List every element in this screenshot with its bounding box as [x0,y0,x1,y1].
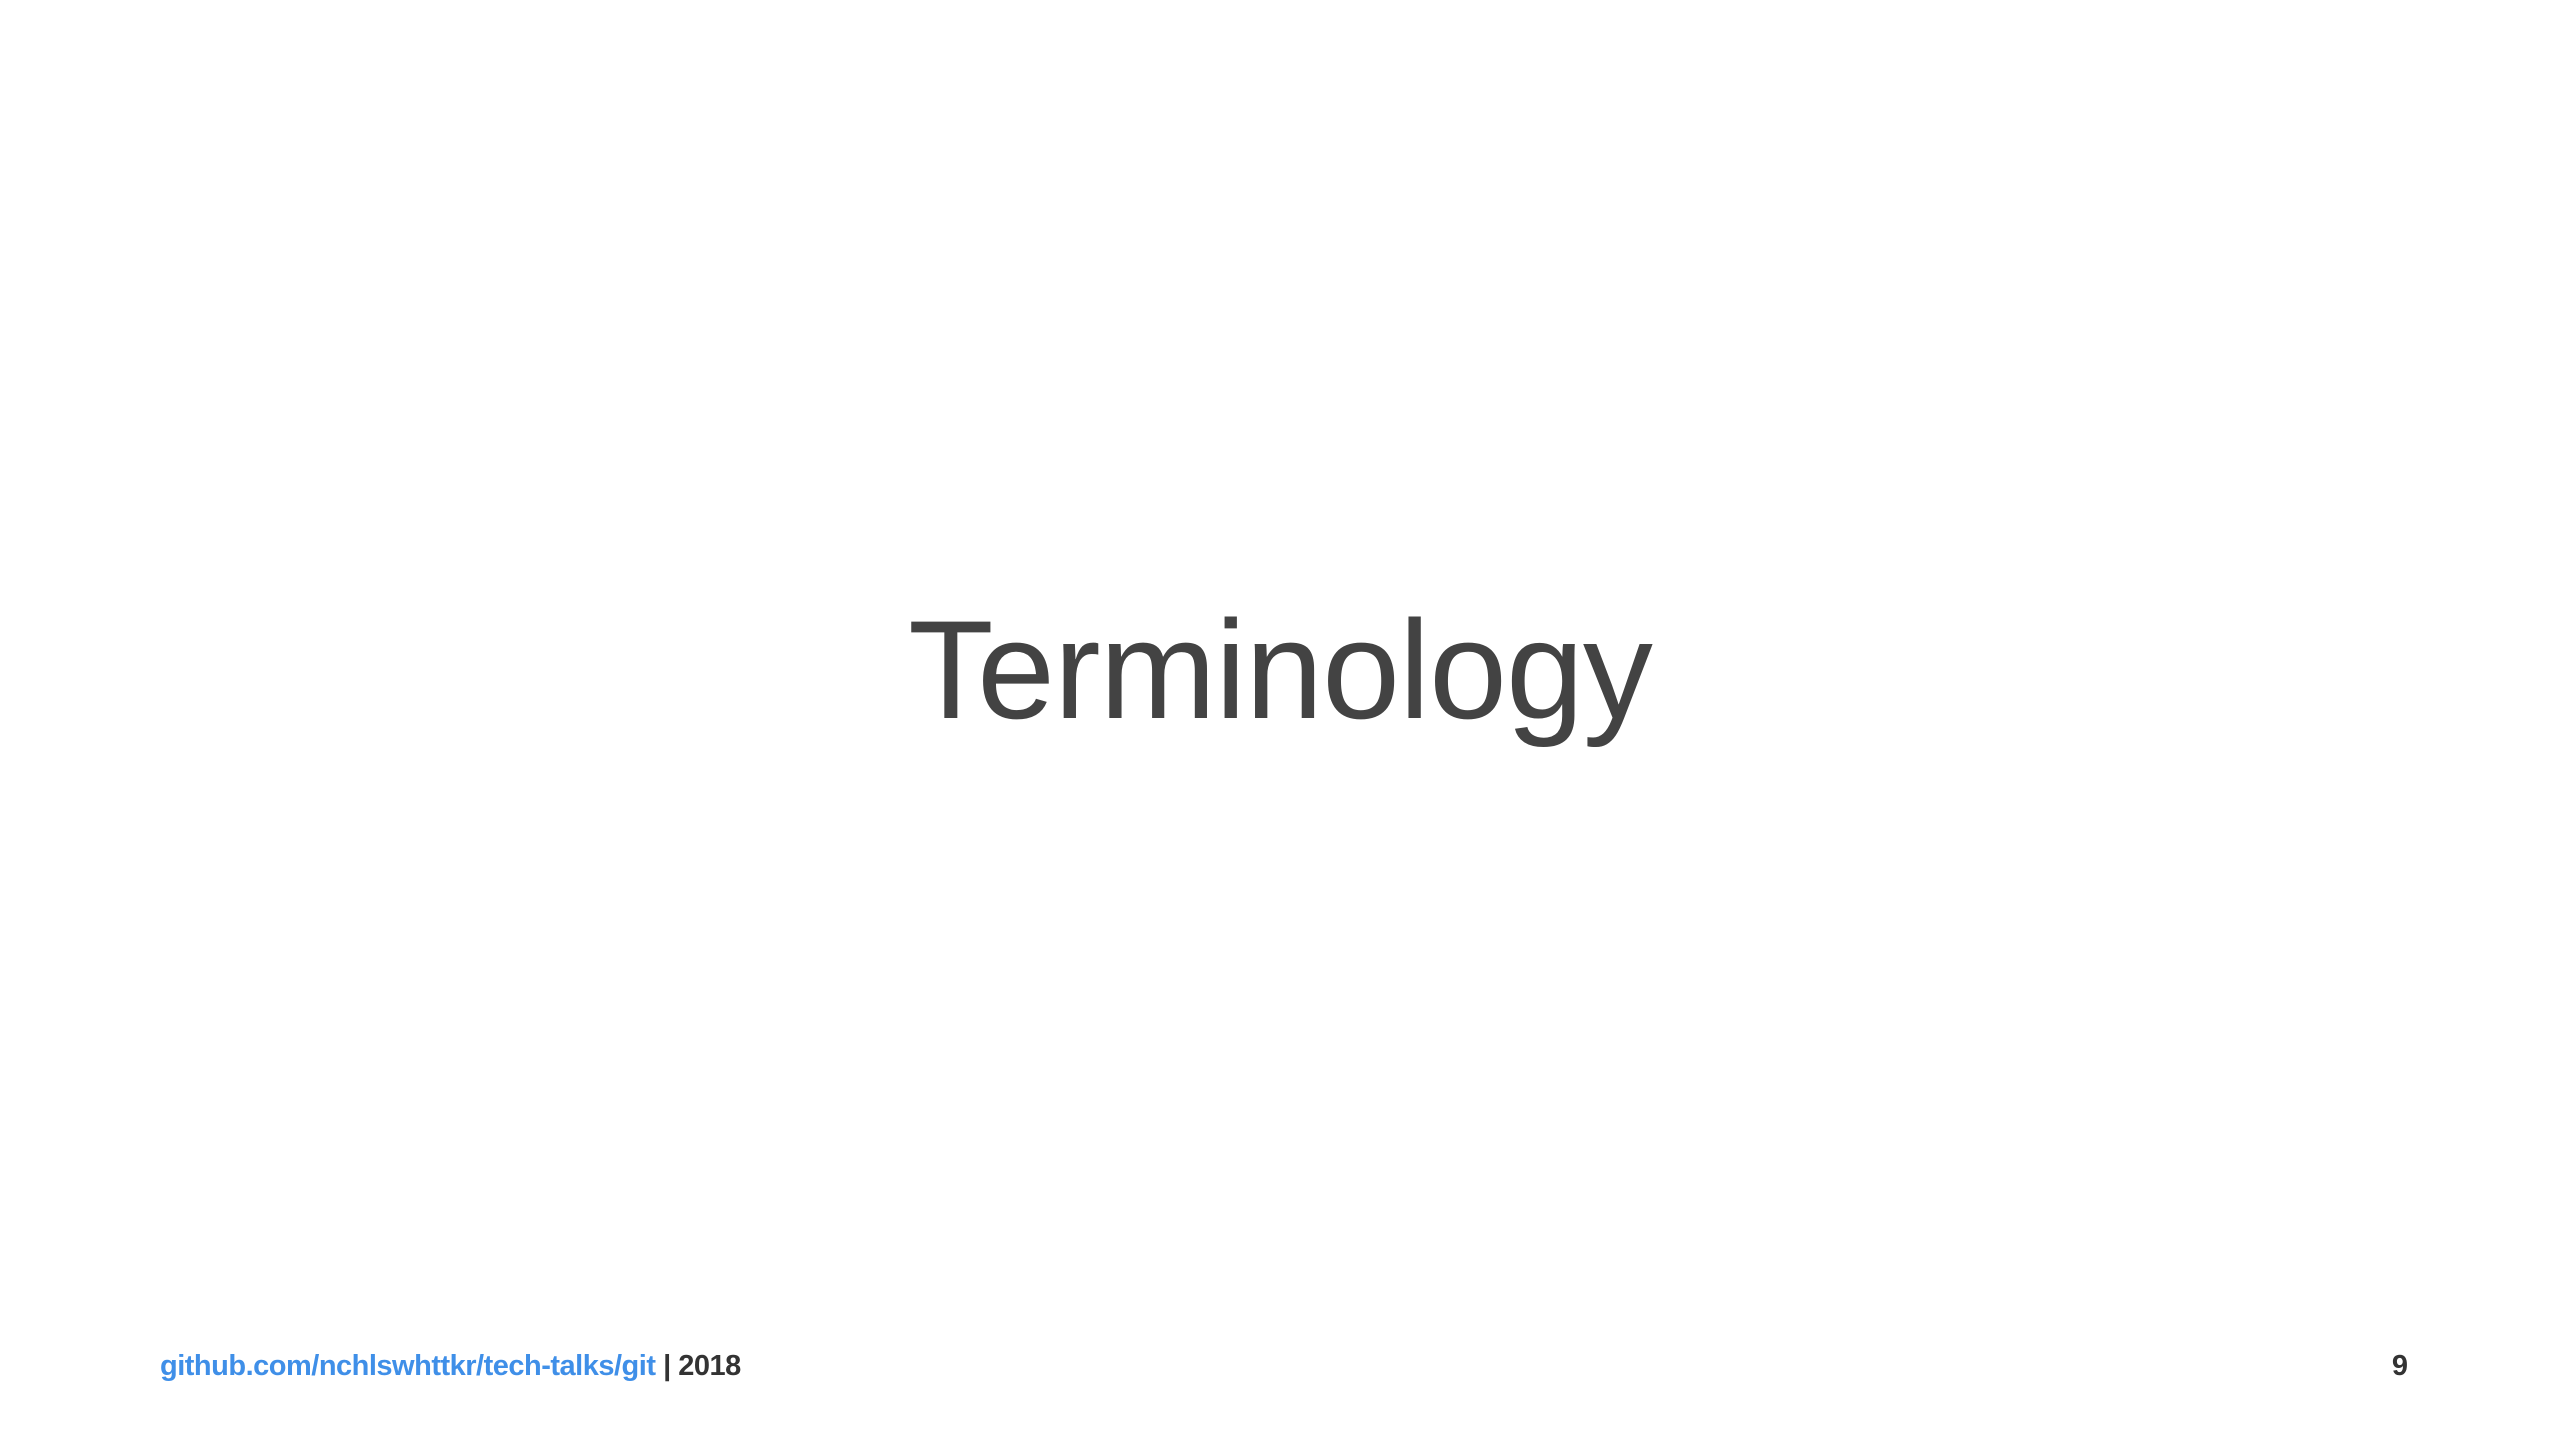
slide-title: Terminology [908,591,1653,748]
page-number: 9 [2391,1350,2408,1382]
footer-repo-link[interactable]: github.com/nchlswhttkr/tech-talks/git [160,1350,656,1382]
footer-separator: | [663,1350,671,1382]
footer-year: 2018 [678,1350,741,1382]
footer-left: github.com/nchlswhttkr/tech-talks/git | … [160,1346,741,1386]
